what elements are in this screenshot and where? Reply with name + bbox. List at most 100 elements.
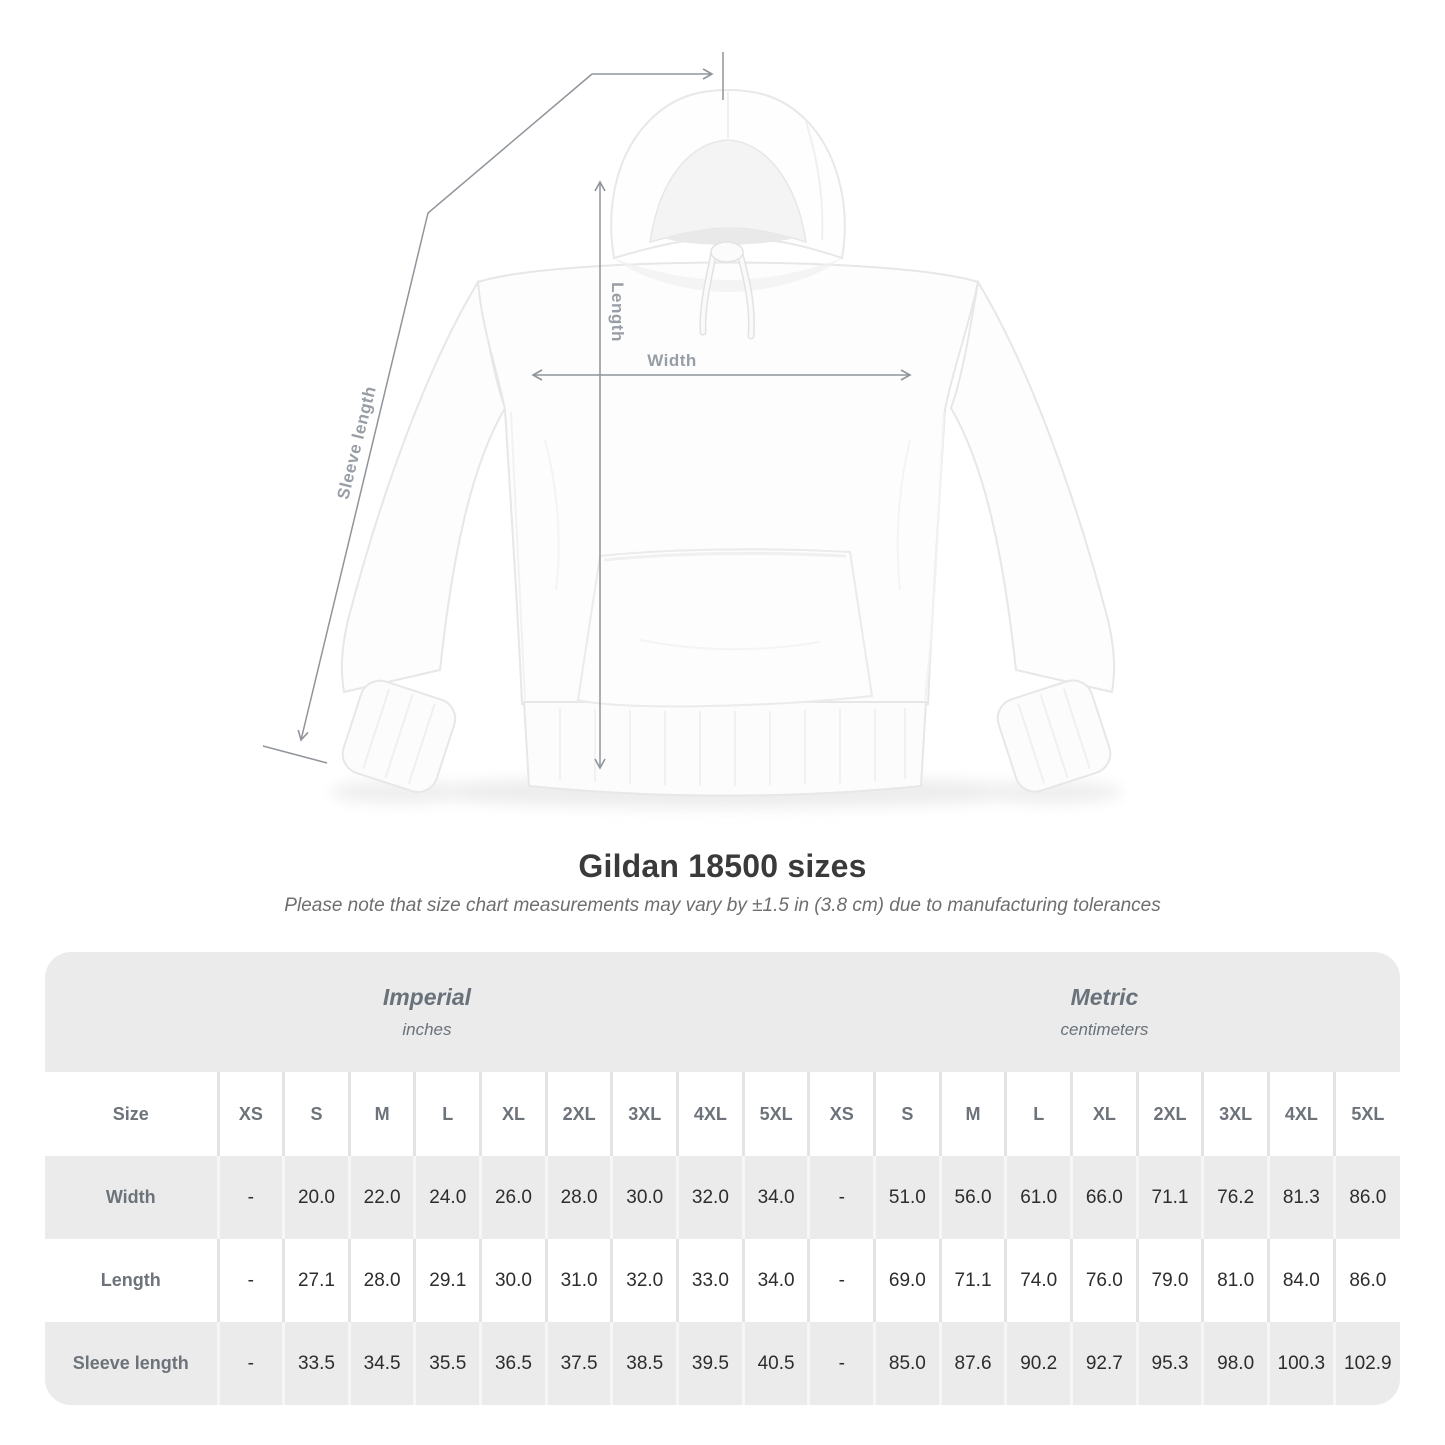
size-head: 3XL (610, 1072, 678, 1156)
hem-band-shape (522, 701, 928, 797)
value-cell: 81.0 (1201, 1239, 1269, 1322)
value-cell: 95.3 (1135, 1322, 1203, 1405)
size-head: S (282, 1072, 350, 1156)
value-cell: 22.0 (347, 1156, 415, 1239)
value-cell: 84.0 (1267, 1239, 1335, 1322)
value-cell: 76.0 (1070, 1239, 1138, 1322)
value-cell: 28.0 (544, 1156, 612, 1239)
hoodie-illustration (340, 88, 1116, 797)
size-table-card: Imperial inches Metric centimeters Size … (45, 952, 1400, 1405)
value-cell: - (807, 1322, 875, 1405)
size-head: 4XL (1267, 1072, 1335, 1156)
imperial-unit: inches (402, 1020, 452, 1039)
drawstrings (699, 241, 755, 340)
value-cell: - (216, 1322, 284, 1405)
size-head: XS (807, 1072, 875, 1156)
value-cell: 81.3 (1267, 1156, 1335, 1239)
size-header-row: Size XS S M L XL 2XL 3XL 4XL 5XL XS S M … (45, 1072, 1400, 1156)
sleeve-length-line (297, 73, 593, 742)
metric-header: Metric centimeters (808, 952, 1400, 1072)
value-cell: 90.2 (1004, 1322, 1072, 1405)
value-cell: 33.5 (282, 1322, 350, 1405)
value-cell: 30.0 (479, 1239, 547, 1322)
page-title: Gildan 18500 sizes (578, 848, 867, 884)
value-cell: 40.5 (741, 1322, 809, 1405)
size-head: XL (479, 1072, 547, 1156)
value-cell: 34.0 (741, 1156, 809, 1239)
kangaroo-pocket-shape (576, 548, 874, 708)
size-head: L (413, 1072, 481, 1156)
pocket-top-seam (603, 551, 847, 562)
row-label-length: Length (100, 1270, 161, 1290)
value-cell: 28.0 (347, 1239, 415, 1322)
value-cell: 30.0 (610, 1156, 678, 1239)
sleeve-length-row: Sleeve length - 33.5 34.5 35.5 36.5 37.5… (45, 1322, 1400, 1405)
value-cell: 29.1 (413, 1239, 481, 1322)
value-cell: 33.0 (676, 1239, 744, 1322)
size-head: 2XL (1135, 1072, 1203, 1156)
value-cell: 71.1 (938, 1239, 1006, 1322)
right-sleeve-shape (949, 279, 1116, 694)
value-cell: 92.7 (1070, 1322, 1138, 1405)
value-cell: 66.0 (1070, 1156, 1138, 1239)
value-cell: 98.0 (1201, 1322, 1269, 1405)
hood-opening (649, 139, 807, 244)
size-head: S (873, 1072, 941, 1156)
side-seams (510, 411, 945, 701)
value-cell: 27.1 (282, 1239, 350, 1322)
value-cell: 86.0 (1332, 1239, 1400, 1322)
value-cell: 74.0 (1004, 1239, 1072, 1322)
size-head: 3XL (1201, 1072, 1269, 1156)
size-table: Imperial inches Metric centimeters Size … (45, 952, 1400, 1405)
value-cell: 51.0 (873, 1156, 941, 1239)
value-cell: - (807, 1156, 875, 1239)
metric-title: Metric (1070, 984, 1139, 1010)
value-cell: 85.0 (873, 1322, 941, 1405)
value-cell: 36.5 (479, 1322, 547, 1405)
size-head: 5XL (1332, 1072, 1400, 1156)
size-head: L (1004, 1072, 1072, 1156)
imperial-title: Imperial (382, 984, 472, 1010)
size-head: 4XL (676, 1072, 744, 1156)
row-label-sleeve-length: Sleeve length (72, 1353, 189, 1373)
fabric-wrinkles (544, 439, 911, 651)
unit-header-row: Imperial inches Metric centimeters (45, 952, 1400, 1072)
size-head: 5XL (741, 1072, 809, 1156)
value-cell: 26.0 (479, 1156, 547, 1239)
value-cell: 32.0 (676, 1156, 744, 1239)
value-cell: 20.0 (282, 1156, 350, 1239)
value-cell: 31.0 (544, 1239, 612, 1322)
value-cell: 87.6 (938, 1322, 1006, 1405)
value-cell: 24.0 (413, 1156, 481, 1239)
value-cell: 56.0 (938, 1156, 1006, 1239)
value-cell: 71.1 (1135, 1156, 1203, 1239)
value-cell: 39.5 (676, 1322, 744, 1405)
value-cell: 102.9 (1332, 1322, 1400, 1405)
length-label: Length (608, 282, 627, 342)
value-cell: 34.5 (347, 1322, 415, 1405)
size-head: M (938, 1072, 1006, 1156)
cuff-tick (262, 745, 328, 764)
length-row: Length - 27.1 28.0 29.1 30.0 31.0 32.0 3… (45, 1239, 1400, 1322)
size-head: XS (216, 1072, 284, 1156)
left-cuff (341, 679, 457, 793)
imperial-header: Imperial inches (45, 952, 809, 1072)
width-label: Width (647, 351, 697, 370)
value-cell: 61.0 (1004, 1156, 1072, 1239)
chest-shadow (614, 258, 842, 292)
metric-unit: centimeters (1060, 1020, 1149, 1039)
value-cell: 37.5 (544, 1322, 612, 1405)
value-cell: 79.0 (1135, 1239, 1203, 1322)
row-label-width: Width (105, 1187, 156, 1207)
right-cuff (996, 679, 1112, 793)
left-sleeve-shape (340, 279, 507, 694)
hoodie-measurement-diagram: Width Length Sleeve length (262, 52, 1122, 808)
value-cell: - (216, 1156, 284, 1239)
size-head: 2XL (544, 1072, 612, 1156)
size-column-label: Size (112, 1103, 149, 1124)
width-row: Width - 20.0 22.0 24.0 26.0 28.0 30.0 32… (45, 1156, 1400, 1239)
tolerance-note: Please note that size chart measurements… (284, 895, 1161, 916)
value-cell: 100.3 (1267, 1322, 1335, 1405)
value-cell: 76.2 (1201, 1156, 1269, 1239)
hood-inner-shadow (664, 229, 794, 245)
